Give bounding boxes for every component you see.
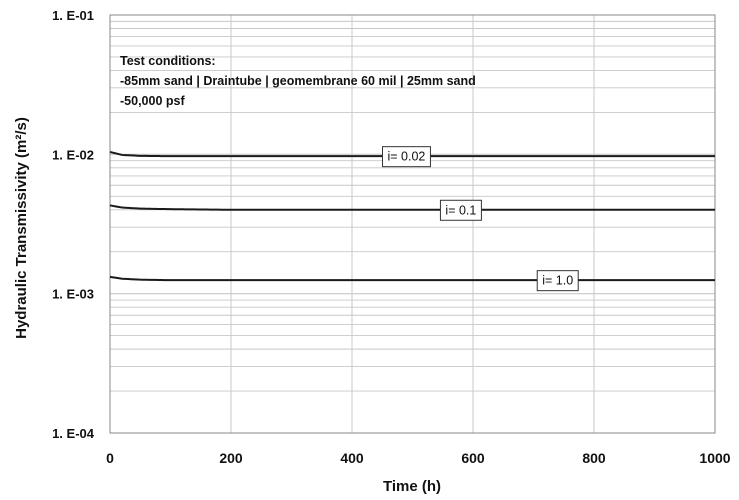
series-label: i= 1.0 [536, 270, 579, 292]
series-label: i= 0.02 [382, 146, 431, 168]
x-tick-label: 600 [461, 450, 485, 466]
y-tick-label: 1. E-04 [52, 426, 95, 441]
series-label-box [382, 146, 431, 168]
x-tick-label: 800 [582, 450, 606, 466]
x-tick-label: 1000 [699, 450, 730, 466]
x-tick-label: 0 [106, 450, 114, 466]
series: i= 0.02 i= 0.1 i= 1.0 [109, 146, 715, 292]
annotation-line: Test conditions: [120, 54, 216, 68]
x-tick-label: 200 [219, 450, 243, 466]
series-label-text: i= 1.0 [542, 274, 573, 288]
x-tick-label: 400 [340, 450, 364, 466]
annotation-line: -50,000 psf [120, 94, 185, 108]
annotation-line: -85mm sand | Draintube | geomembrane 60 … [120, 74, 476, 88]
x-axis-title: Time (h) [383, 478, 441, 495]
y-axis-title: Hydraulic Transmissivity (m²/s) [13, 117, 30, 339]
series-label: i= 0.1 [439, 199, 482, 221]
series-label-box [439, 199, 482, 221]
test-conditions-annotation: Test conditions: -85mm sand | Draintube |… [120, 54, 476, 108]
series-label-box [536, 270, 579, 292]
y-tick-label: 1. E-01 [52, 8, 94, 23]
series-line [109, 204, 715, 211]
series-line [109, 275, 715, 282]
y-tick-label: 1. E-03 [52, 287, 94, 302]
series-label-text: i= 0.02 [388, 150, 426, 164]
y-tick-label: 1. E-02 [52, 147, 94, 162]
series-label-text: i= 0.1 [445, 203, 476, 217]
plot-frame [109, 14, 716, 434]
tick-labels: 1. E-01 1. E-02 1. E-03 1. E-04 0 200 400 600 80… [52, 8, 731, 466]
